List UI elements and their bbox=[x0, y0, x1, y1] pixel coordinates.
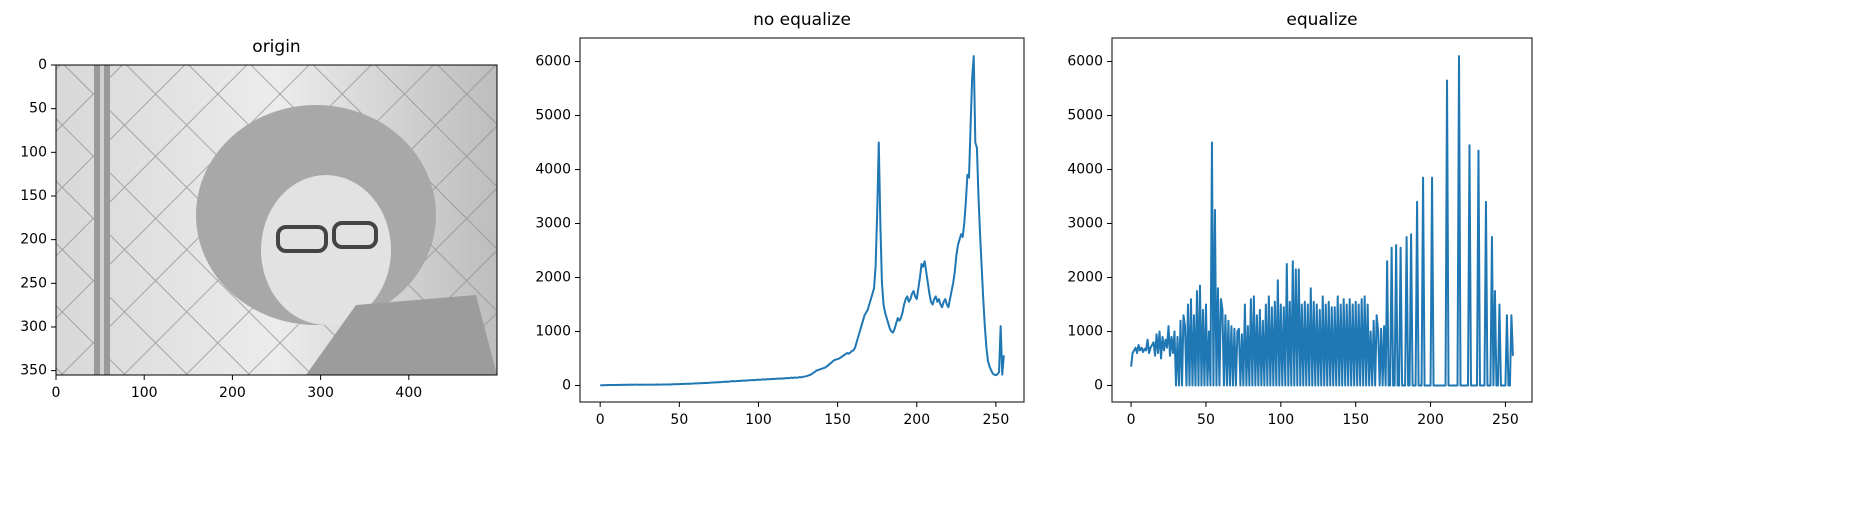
y-tick-label: 3000 bbox=[535, 216, 571, 232]
x-tick-label: 200 bbox=[219, 385, 246, 401]
axes-frame bbox=[1111, 37, 1533, 403]
y-tick-label: 0 bbox=[38, 57, 47, 73]
x-tick-label: 250 bbox=[1492, 412, 1519, 428]
x-tick-label: 100 bbox=[1267, 412, 1294, 428]
x-tick-label: 0 bbox=[1127, 412, 1136, 428]
x-tick-label: 150 bbox=[1342, 412, 1369, 428]
y-tick-label: 4000 bbox=[1067, 162, 1103, 178]
x-tick-label: 50 bbox=[1197, 412, 1215, 428]
x-tick-label: 400 bbox=[395, 385, 422, 401]
y-tick-label: 2000 bbox=[535, 269, 571, 285]
y-tick-label: 5000 bbox=[1067, 108, 1103, 124]
x-tick-label: 100 bbox=[745, 412, 772, 428]
y-tick-label: 1000 bbox=[1067, 323, 1103, 339]
subplot-title: no equalize bbox=[753, 10, 851, 30]
y-tick-label: 50 bbox=[29, 101, 47, 117]
histogram-line bbox=[600, 55, 1005, 387]
image-pole-highlight bbox=[100, 65, 104, 375]
axes-frame bbox=[579, 37, 1025, 403]
subplot-title: equalize bbox=[1286, 10, 1357, 30]
y-tick-label: 0 bbox=[1094, 377, 1103, 393]
y-tick-label: 300 bbox=[20, 319, 47, 335]
x-tick-label: 0 bbox=[596, 412, 605, 428]
y-tick-label: 350 bbox=[20, 363, 47, 379]
x-tick-label: 200 bbox=[1417, 412, 1444, 428]
y-tick-label: 0 bbox=[562, 377, 571, 393]
y-tick-label: 100 bbox=[20, 144, 47, 160]
image-glasses-left bbox=[276, 225, 328, 253]
x-tick-label: 300 bbox=[307, 385, 334, 401]
y-tick-label: 250 bbox=[20, 275, 47, 291]
image-glasses-right bbox=[332, 221, 378, 249]
x-tick-label: 100 bbox=[131, 385, 158, 401]
x-tick-label: 250 bbox=[983, 412, 1010, 428]
subplot-title: origin bbox=[252, 37, 300, 57]
y-tick-label: 3000 bbox=[1067, 216, 1103, 232]
image-figure-face bbox=[261, 175, 391, 325]
y-tick-label: 5000 bbox=[535, 108, 571, 124]
y-tick-label: 1000 bbox=[535, 323, 571, 339]
y-tick-label: 200 bbox=[20, 232, 47, 248]
histogram-line bbox=[1130, 55, 1514, 387]
y-tick-label: 6000 bbox=[535, 54, 571, 70]
image-figure-body bbox=[306, 295, 497, 375]
x-tick-label: 0 bbox=[52, 385, 61, 401]
x-tick-label: 200 bbox=[903, 412, 930, 428]
y-tick-label: 2000 bbox=[1067, 269, 1103, 285]
y-tick-label: 4000 bbox=[535, 162, 571, 178]
y-tick-label: 150 bbox=[20, 188, 47, 204]
x-tick-label: 150 bbox=[824, 412, 851, 428]
x-tick-label: 50 bbox=[670, 412, 688, 428]
axes-frame bbox=[55, 64, 498, 376]
y-tick-label: 6000 bbox=[1067, 54, 1103, 70]
